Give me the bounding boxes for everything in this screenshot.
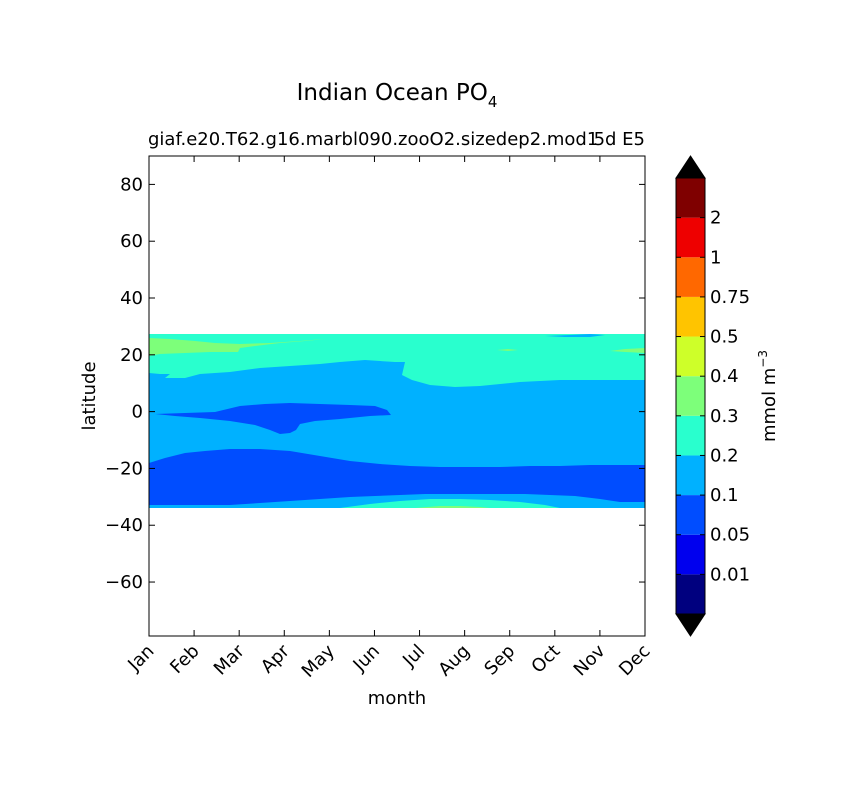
colorbar-segment: [676, 455, 705, 496]
y-axis-label: latitude: [79, 361, 100, 430]
y-tick-label: 60: [120, 231, 143, 252]
plot-frame: [148, 155, 646, 637]
plot-no-data-top: [149, 156, 645, 334]
colorbar: 0.01 0.05 0.1 0.2 0.3 0.4 0.5 0.75 1 2: [675, 155, 750, 637]
colorbar-segment: [676, 534, 705, 575]
colorbar-segment: [676, 178, 705, 218]
x-axis-label: month: [368, 688, 426, 709]
colorbar-segment: [676, 217, 705, 258]
x-tick-label: Feb: [166, 641, 203, 678]
x-tick-label: Sep: [480, 641, 519, 680]
chart-subtitle-right: 5d E5: [594, 129, 645, 150]
colorbar-segment: [676, 495, 705, 535]
colorbar-tick-label: 0.01: [710, 564, 750, 585]
colorbar-label-superscript: −3: [756, 350, 770, 368]
colorbar-segment: [676, 296, 705, 337]
contour-band-0.2-0.3-south: [340, 499, 560, 508]
y-tick-label: −40: [105, 515, 143, 536]
y-tick-label: −60: [105, 572, 143, 593]
x-tick-label: Jan: [123, 641, 158, 676]
colorbar-segment: [676, 415, 705, 456]
x-tick-label: Nov: [570, 640, 610, 680]
colorbar-label: mmol m−3: [756, 350, 780, 442]
x-tick-label: Aug: [434, 641, 474, 681]
contour-band-0.3-0.4-east: [610, 348, 645, 353]
y-axis: 80 60 40 20 0 −20 −40 −60: [105, 174, 645, 593]
colorbar-segment: [676, 574, 705, 614]
x-tick-label: May: [298, 640, 339, 681]
chart-subtitle-left: giaf.e20.T62.g16.marbl090.zooO2.sizedep2…: [148, 129, 598, 150]
plot-no-data: [149, 508, 645, 636]
colorbar-segment: [676, 257, 705, 297]
colorbar-tick-label: 0.75: [710, 287, 750, 308]
colorbar-tick-label: 1: [710, 247, 721, 268]
contour-band-0.05-0.1-equator: [155, 403, 391, 434]
contour-band-0.3-0.4-south: [415, 506, 490, 508]
contour-band-0.2-0.3-north: [149, 334, 645, 387]
contour-band-0.05-0.1-north: [545, 334, 605, 337]
colorbar-frame: [675, 177, 706, 615]
x-tick-label: Jul: [398, 641, 429, 672]
colorbar-extend-min: [675, 613, 706, 637]
y-tick-label: 80: [120, 174, 143, 195]
chart-title-subscript: 4: [488, 93, 498, 111]
colorbar-tick-label: 0.2: [710, 445, 739, 466]
colorbar-tick-label: 0.4: [710, 366, 739, 387]
y-tick-label: −20: [105, 458, 143, 479]
colorbar-extend-max: [675, 155, 706, 179]
x-tick-label: Jun: [349, 641, 384, 676]
y-tick-label: 20: [120, 345, 143, 366]
contour-band-0.3-0.4-sep: [497, 349, 518, 351]
x-tick-label: Apr: [257, 640, 294, 677]
colorbar-segment: [676, 336, 705, 377]
colorbar-segment: [676, 376, 705, 416]
chart-title: Indian Ocean PO4: [297, 80, 498, 111]
y-tick-label: 0: [132, 402, 143, 423]
x-tick-label: Dec: [615, 641, 654, 680]
colorbar-tick-label: 0.3: [710, 406, 739, 427]
contour-band-0.3-0.4-north: [149, 338, 325, 356]
x-tick-label: Mar: [210, 640, 249, 679]
colorbar-tick-label: 2: [710, 208, 721, 229]
y-tick-label: 40: [120, 288, 143, 309]
colorbar-tick-label: 0.1: [710, 485, 739, 506]
colorbar-tick-label: 0.05: [710, 525, 750, 546]
plot-area: [149, 156, 645, 636]
contour-band-0.05-0.1-south: [149, 449, 645, 505]
colorbar-tick-label: 0.5: [710, 327, 739, 348]
x-tick-label: Oct: [527, 641, 564, 678]
